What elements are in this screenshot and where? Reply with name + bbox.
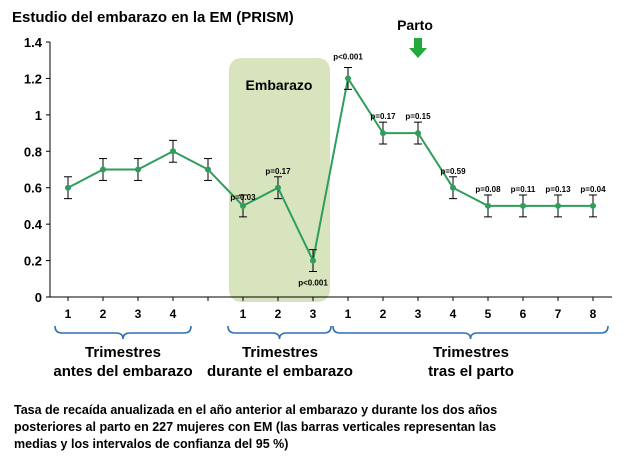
parto-arrow-icon	[409, 38, 427, 58]
p-value-label: p=0.03	[230, 193, 256, 202]
data-point	[275, 184, 281, 191]
p-value-label: p=0.11	[511, 185, 536, 194]
group-label-line2: antes del embarazo	[53, 363, 192, 380]
data-point	[450, 184, 456, 191]
p-value-label: p=0.17	[370, 112, 396, 121]
group-brace	[54, 325, 192, 340]
p-value-label: p=0.59	[440, 167, 466, 176]
x-tick-label: 2	[380, 307, 387, 321]
x-tick-label: 6	[520, 307, 527, 321]
y-tick-label: 0	[35, 290, 42, 305]
data-point	[345, 75, 351, 82]
p-value-label: p=0.13	[545, 185, 571, 194]
p-value-label: p=0.15	[405, 112, 431, 121]
series-line	[67, 75, 593, 264]
group-labels: Trimestres antes del embarazo Trimestres du…	[53, 344, 514, 380]
x-tick-label: 3	[135, 307, 142, 321]
chart-title: Estudio del embarazo en la EM (PRISM)	[12, 9, 294, 26]
data-point	[100, 166, 106, 173]
x-tick-label: 3	[415, 307, 422, 321]
y-tick-label: 1.2	[24, 71, 42, 86]
data-point	[205, 166, 211, 173]
caption-line-2: posteriores al parto en 227 mujeres con …	[14, 420, 496, 434]
y-tick-label: 0.4	[24, 217, 43, 232]
group-brace	[332, 325, 609, 340]
group-braces	[54, 325, 609, 340]
data-point	[65, 184, 71, 191]
caption-line-1: Tasa de recaída anualizada en el año ant…	[14, 403, 497, 417]
caption-line-3: medias y los intervalos de confianza del…	[14, 437, 288, 451]
pregnancy-period-shade	[229, 58, 330, 302]
p-value-label: p<0.001	[298, 279, 328, 288]
group-label-line2: durante el embarazo	[207, 363, 353, 380]
y-tick-label: 1	[35, 108, 42, 123]
parto-label: Parto	[397, 17, 433, 33]
y-tick-label: 1.4	[24, 35, 43, 50]
y-tick-label: 0.6	[24, 181, 42, 196]
data-point	[310, 257, 316, 264]
group-label-line1: Trimestres	[242, 344, 318, 361]
x-tick-label: 4	[170, 307, 177, 321]
pregnancy-period-label: Embarazo	[246, 77, 313, 93]
group-label-line1: Trimestres	[85, 344, 161, 361]
group-brace	[227, 325, 332, 340]
x-tick-label: 8	[590, 307, 597, 321]
group-label-line1: Trimestres	[433, 344, 509, 361]
data-point	[170, 148, 176, 155]
x-tick-label: 5	[485, 307, 492, 321]
p-value-label: p=0.17	[265, 167, 291, 176]
x-tick-label: 4	[450, 307, 457, 321]
y-ticks: 0 0.2 0.4 0.6 0.8 1 1.2 1.4	[24, 35, 50, 305]
x-tick-label: 7	[555, 307, 562, 321]
p-value-label: p=0.04	[580, 185, 606, 194]
data-point	[485, 202, 491, 209]
x-tick-label: 2	[100, 307, 107, 321]
data-point	[555, 202, 561, 209]
group-label-line2: tras el parto	[428, 363, 514, 380]
x-tick-label: 2	[275, 307, 282, 321]
p-value-labels: p=0.03 p=0.17 p<0.001 p<0.001 p=0.17 p=0.15 p=…	[230, 53, 606, 288]
p-value-label: p<0.001	[333, 53, 363, 62]
data-point	[590, 202, 596, 209]
data-point	[240, 202, 246, 209]
y-tick-label: 0.8	[24, 144, 42, 159]
x-tick-label: 3	[310, 307, 317, 321]
data-point	[135, 166, 141, 173]
data-points	[65, 75, 596, 264]
x-tick-label: 1	[65, 307, 72, 321]
x-tick-label: 1	[345, 307, 352, 321]
y-tick-label: 0.2	[24, 254, 42, 269]
data-point	[520, 202, 526, 209]
data-point	[415, 130, 421, 137]
data-point	[380, 130, 386, 137]
p-value-label: p=0.08	[475, 185, 501, 194]
x-ticks: 1 2 3 4 1 2 3 1 2 3 4 5 6 7 8	[65, 297, 597, 321]
x-tick-label: 1	[240, 307, 247, 321]
